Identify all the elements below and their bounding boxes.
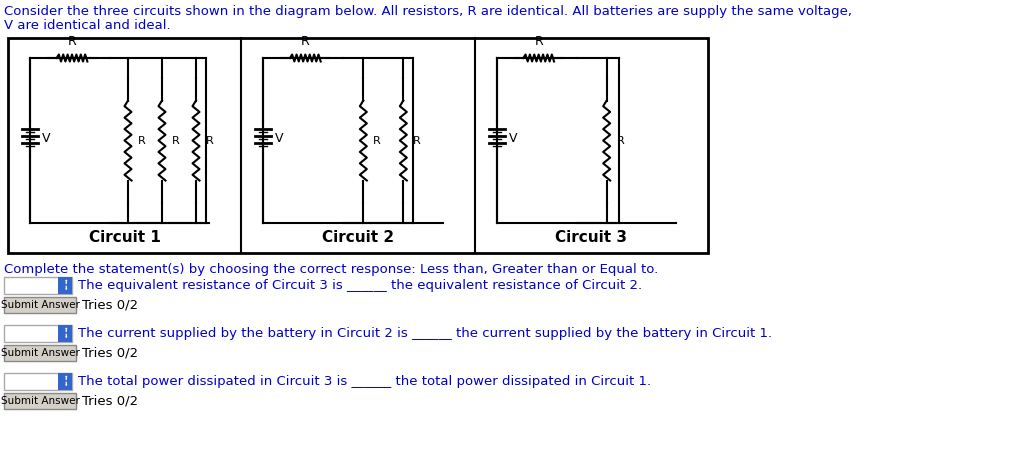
Text: ⬆
⬇: ⬆ ⬇ bbox=[62, 280, 68, 291]
Text: Submit Answer: Submit Answer bbox=[1, 396, 80, 406]
Text: V are identical and ideal.: V are identical and ideal. bbox=[4, 19, 171, 32]
Text: V: V bbox=[42, 132, 50, 145]
Text: Consider the three circuits shown in the diagram below. All resistors, R are ide: Consider the three circuits shown in the… bbox=[4, 5, 852, 18]
Bar bbox=[58, 277, 72, 294]
Text: V: V bbox=[275, 132, 284, 145]
Text: R: R bbox=[68, 35, 77, 48]
Text: The equivalent resistance of Circuit 3 is ______ the equivalent resistance of Ci: The equivalent resistance of Circuit 3 i… bbox=[78, 279, 642, 292]
Bar bbox=[58, 325, 72, 342]
Text: Tries 0/2: Tries 0/2 bbox=[82, 395, 138, 407]
Text: R: R bbox=[616, 135, 625, 146]
Text: R: R bbox=[138, 135, 145, 146]
Bar bbox=[4, 277, 72, 294]
Text: Circuit 2: Circuit 2 bbox=[322, 230, 394, 245]
Bar bbox=[4, 325, 72, 342]
Bar bbox=[4, 345, 76, 361]
Text: R: R bbox=[172, 135, 180, 146]
Text: Submit Answer: Submit Answer bbox=[1, 300, 80, 310]
Text: ⬆
⬇: ⬆ ⬇ bbox=[62, 328, 68, 339]
Text: The current supplied by the battery in Circuit 2 is ______ the current supplied : The current supplied by the battery in C… bbox=[78, 327, 772, 340]
Text: R: R bbox=[374, 135, 381, 146]
Text: Submit Answer: Submit Answer bbox=[1, 348, 80, 358]
Bar bbox=[4, 373, 72, 390]
Bar bbox=[4, 393, 76, 409]
Text: R: R bbox=[301, 35, 309, 48]
Text: Circuit 3: Circuit 3 bbox=[555, 230, 628, 245]
Text: V: V bbox=[509, 132, 517, 145]
Text: ⬆
⬇: ⬆ ⬇ bbox=[62, 376, 68, 387]
Text: R: R bbox=[206, 135, 214, 146]
Text: Tries 0/2: Tries 0/2 bbox=[82, 346, 138, 359]
Text: R: R bbox=[414, 135, 421, 146]
Text: Tries 0/2: Tries 0/2 bbox=[82, 298, 138, 311]
Text: Circuit 1: Circuit 1 bbox=[89, 230, 161, 245]
Bar bbox=[58, 373, 72, 390]
Text: R: R bbox=[535, 35, 543, 48]
Text: Complete the statement(s) by choosing the correct response: Less than, Greater t: Complete the statement(s) by choosing th… bbox=[4, 263, 658, 276]
Bar bbox=[8, 38, 708, 253]
Bar bbox=[4, 297, 76, 313]
Text: The total power dissipated in Circuit 3 is ______ the total power dissipated in : The total power dissipated in Circuit 3 … bbox=[78, 375, 651, 388]
